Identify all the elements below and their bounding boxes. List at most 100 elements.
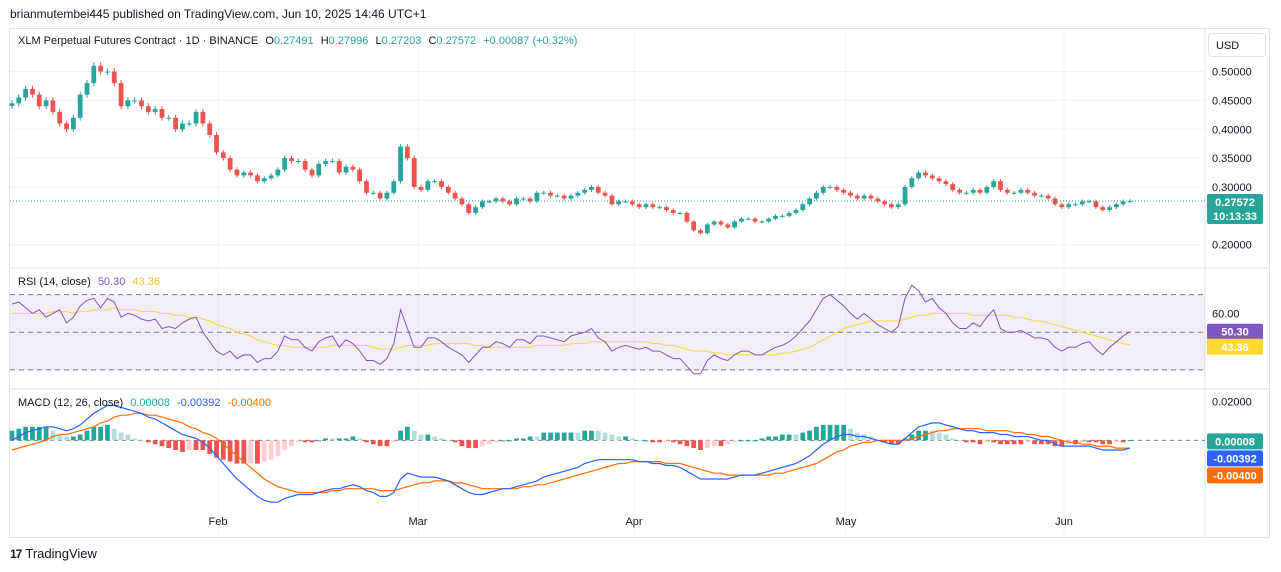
price-legend: XLM Perpetual Futures Contract · 1D · BI… <box>18 35 581 47</box>
candle-body <box>779 215 785 217</box>
macd-histogram-bar <box>561 432 567 441</box>
macd-histogram-bar <box>732 440 737 443</box>
candle-body <box>739 218 744 222</box>
time-axis[interactable]: Feb Mar Apr May Jun <box>209 516 1073 528</box>
macd-histogram-bar <box>84 430 90 441</box>
candle-body <box>132 100 138 102</box>
candle-body <box>173 117 178 130</box>
candle-body <box>220 152 226 159</box>
macd-histogram-bar <box>670 440 676 443</box>
macd-histogram-bar <box>684 440 690 447</box>
candle-body <box>684 212 690 222</box>
candle-body <box>9 103 15 106</box>
candle-body <box>527 198 533 202</box>
candle-body <box>970 189 976 193</box>
candle-body <box>145 106 151 112</box>
candle-body <box>957 189 962 193</box>
macd-histogram-bar <box>309 440 315 443</box>
candle-body <box>1093 201 1099 208</box>
macd-histogram-bar <box>527 436 533 441</box>
candle-body <box>479 201 485 208</box>
low-label: L <box>375 35 382 47</box>
macd-histogram-bar <box>200 440 206 450</box>
macd-histogram-bar <box>629 438 635 441</box>
candle-body <box>936 178 942 182</box>
x-tick-label: Jun <box>1055 516 1073 528</box>
candle-body <box>1052 198 1058 205</box>
macd-histogram-bar <box>357 438 363 441</box>
candle-body <box>861 195 867 199</box>
macd-histogram-bar <box>398 430 403 441</box>
macd-histogram-bar <box>227 440 233 462</box>
macd-histogram-bar <box>261 440 267 462</box>
candle-body <box>773 215 778 219</box>
candle-body <box>275 169 281 176</box>
macd-legend: MACD (12, 26, close) 0.00008 -0.00392 -0… <box>18 397 275 409</box>
macd-label[interactable]: MACD (12, 26, close) <box>18 397 124 409</box>
macd-histogram-bar <box>70 436 76 441</box>
chart-frame[interactable] <box>9 28 1270 538</box>
macd-histogram-bar <box>1079 440 1085 443</box>
symbol-title[interactable]: XLM Perpetual Futures Contract · 1D · BI… <box>18 35 259 47</box>
macd-histogram-bar <box>411 430 417 441</box>
candle-body <box>909 178 915 187</box>
brand-name: TradingView <box>25 546 97 561</box>
candle-body <box>711 221 717 225</box>
macd-histogram-bar <box>50 430 56 441</box>
macd-histogram-bar <box>486 440 492 445</box>
candle-body <box>1079 201 1085 205</box>
macd-histogram-bar <box>575 432 581 441</box>
candle-body <box>1059 204 1065 208</box>
currency-selector[interactable]: USD <box>1208 33 1266 57</box>
macd-histogram-bar <box>248 440 253 464</box>
candle-body <box>718 221 724 225</box>
candle-body <box>248 172 253 176</box>
macd-histogram-bar <box>152 440 158 445</box>
macd-histogram-bar <box>282 440 288 450</box>
candle-body <box>111 71 117 84</box>
candle-body <box>459 198 465 205</box>
macd-histogram-bar <box>330 438 335 441</box>
candle-body <box>575 192 581 196</box>
macd-histogram-bar <box>180 440 185 452</box>
candle-body <box>411 158 417 187</box>
x-tick-label: May <box>836 516 857 528</box>
candle-body <box>725 224 731 228</box>
candle-body <box>193 111 199 124</box>
macd-histogram-bar <box>534 436 540 441</box>
candle-body <box>793 210 799 213</box>
candle-body <box>786 212 792 216</box>
macd-histogram-bar <box>77 434 83 441</box>
macd-histogram-bar <box>220 440 226 460</box>
candle-body <box>268 175 274 179</box>
macd-histogram-bar <box>105 424 110 441</box>
candle-body <box>820 186 826 193</box>
close-label: C <box>428 35 437 47</box>
candle-body <box>418 186 424 190</box>
macd-histogram-bar <box>98 426 104 441</box>
candle-body <box>691 221 697 231</box>
rsi-ma-badge-text: 43.36 <box>1221 342 1249 354</box>
candle-body <box>984 186 990 193</box>
price-tick-label: 0.20000 <box>1212 240 1252 252</box>
candle-body <box>118 83 124 107</box>
candle-body <box>200 111 206 124</box>
candle-body <box>977 189 983 193</box>
macd-histogram-bar <box>841 424 847 441</box>
macd-histogram-bar <box>64 436 69 441</box>
macd-histogram-bar <box>9 430 15 441</box>
candle-body <box>807 198 812 205</box>
brand[interactable]: 17 TradingView <box>10 546 97 561</box>
rsi-label[interactable]: RSI (14, close) <box>18 276 91 288</box>
candle-body <box>589 186 594 190</box>
candle-body <box>582 189 588 193</box>
macd-layer <box>9 404 1205 503</box>
candle-body <box>998 181 1003 190</box>
candle-body <box>1032 192 1037 196</box>
candle-body <box>64 123 69 130</box>
macd-histogram-bar <box>173 440 178 450</box>
macd-histogram-bar <box>1100 440 1106 445</box>
macd-histogram-bar <box>16 428 22 441</box>
price-axis[interactable]: 0.50000 0.45000 0.40000 0.35000 0.30000 0.200… <box>1212 67 1252 409</box>
